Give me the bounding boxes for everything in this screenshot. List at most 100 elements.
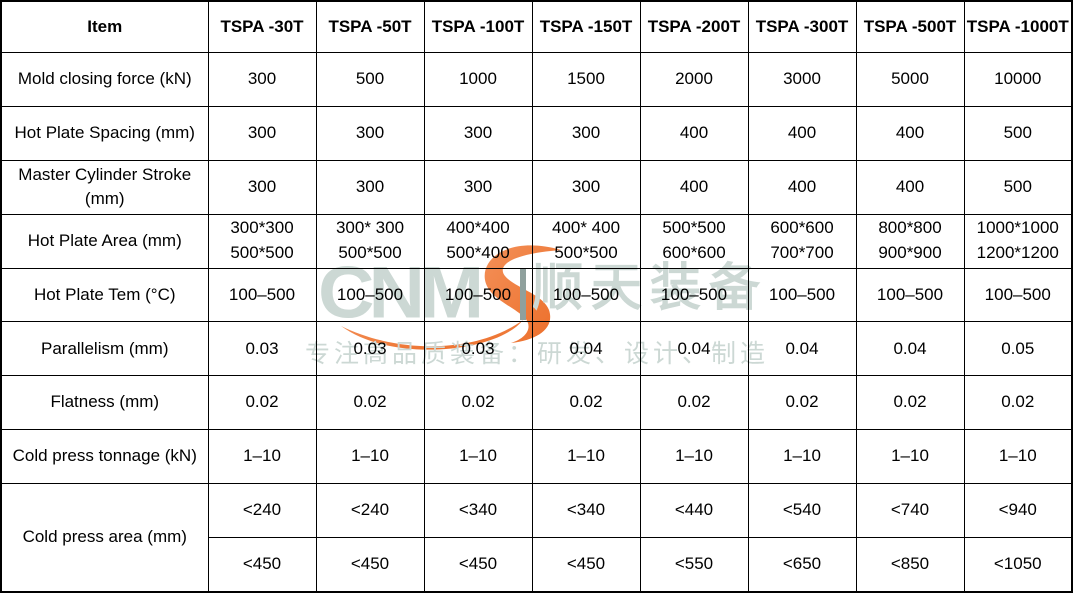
data-cell: 400*400 500*400 — [423, 213, 533, 269]
data-cell: 500 — [963, 159, 1073, 215]
table-row: Hot Plate Tem (°C) 100–500 100–500 100–500 1… — [0, 267, 1073, 323]
data-cell: 1–10 — [855, 429, 965, 485]
header-cell-model: TSPA -150T — [531, 0, 641, 53]
data-cell: <450 — [315, 537, 425, 593]
data-cell: 100–500 — [531, 267, 641, 323]
data-cell: 2000 — [639, 52, 749, 107]
data-cell: 100–500 — [207, 267, 317, 323]
header-cell-model: TSPA -500T — [855, 0, 965, 53]
data-cell: 300 — [207, 105, 317, 161]
header-cell-item: Item — [0, 0, 209, 53]
data-cell: 0.03 — [207, 321, 317, 377]
data-cell: <240 — [207, 483, 317, 539]
header-cell-model: TSPA -300T — [747, 0, 857, 53]
data-cell: 1–10 — [963, 429, 1073, 485]
data-cell: 300 — [315, 105, 425, 161]
row-label: Hot Plate Spacing (mm) — [0, 105, 209, 161]
data-cell: 400 — [639, 105, 749, 161]
data-cell: 0.02 — [639, 375, 749, 431]
data-cell: 500 — [315, 52, 425, 107]
data-cell: <550 — [639, 537, 749, 593]
table-row: Hot Plate Spacing (mm) 300 300 300 300 400 400… — [0, 105, 1073, 161]
data-cell: 400* 400 500*500 — [531, 213, 641, 269]
data-cell: 300 — [531, 105, 641, 161]
data-cell: 100–500 — [315, 267, 425, 323]
data-cell: 100–500 — [963, 267, 1073, 323]
row-label: Cold press tonnage (kN) — [0, 429, 209, 485]
header-cell-model: TSPA -200T — [639, 0, 749, 53]
data-cell: 400 — [747, 105, 857, 161]
data-cell: 0.02 — [747, 375, 857, 431]
row-label: Cold press area (mm) — [0, 483, 209, 593]
data-cell: 300 — [423, 159, 533, 215]
data-cell: 400 — [639, 159, 749, 215]
data-cell: 0.04 — [747, 321, 857, 377]
row-label: Hot Plate Area (mm) — [0, 213, 209, 269]
spec-table-body: Mold closing force (kN) 300 500 1000 1500 200… — [0, 52, 1073, 593]
data-cell: 1–10 — [747, 429, 857, 485]
data-cell: 400 — [855, 105, 965, 161]
data-cell: 300 — [423, 105, 533, 161]
table-row: Flatness (mm) 0.02 0.02 0.02 0.02 0.02 0.02 0.0… — [0, 375, 1073, 431]
data-cell: 400 — [747, 159, 857, 215]
data-cell: <450 — [531, 537, 641, 593]
data-cell: 1500 — [531, 52, 641, 107]
table-row: Cold press tonnage (kN) 1–10 1–10 1–10 1–10 1… — [0, 429, 1073, 485]
data-cell: 1000*1000 1200*1200 — [963, 213, 1073, 269]
data-cell: <450 — [207, 537, 317, 593]
data-cell: 1000 — [423, 52, 533, 107]
data-cell: <540 — [747, 483, 857, 539]
data-cell: <440 — [639, 483, 749, 539]
data-cell: 1–10 — [531, 429, 641, 485]
data-cell: 5000 — [855, 52, 965, 107]
data-cell: 100–500 — [423, 267, 533, 323]
data-cell: <1050 — [963, 537, 1073, 593]
data-cell: 1–10 — [315, 429, 425, 485]
data-cell: 0.04 — [531, 321, 641, 377]
data-cell: 600*600 700*700 — [747, 213, 857, 269]
data-cell: 100–500 — [747, 267, 857, 323]
data-cell: <650 — [747, 537, 857, 593]
row-label: Hot Plate Tem (°C) — [0, 267, 209, 323]
data-cell: <340 — [423, 483, 533, 539]
data-cell: 0.03 — [315, 321, 425, 377]
row-label: Parallelism (mm) — [0, 321, 209, 377]
spec-table-header: Item TSPA -30T TSPA -50T TSPA -100T TSPA -15… — [0, 0, 1073, 53]
data-cell: 400 — [855, 159, 965, 215]
data-cell: 500*500 600*600 — [639, 213, 749, 269]
header-row: Item TSPA -30T TSPA -50T TSPA -100T TSPA -15… — [0, 0, 1073, 53]
data-cell: <940 — [963, 483, 1073, 539]
data-cell: 300 — [207, 52, 317, 107]
header-cell-model: TSPA -50T — [315, 0, 425, 53]
table-row: Hot Plate Area (mm) 300*300 500*500 300* 3… — [0, 213, 1073, 269]
data-cell: 3000 — [747, 52, 857, 107]
data-cell: 0.04 — [639, 321, 749, 377]
data-cell: 100–500 — [639, 267, 749, 323]
table-row: Cold press area (mm) <240 <240 <340 <340 <440… — [0, 483, 1073, 593]
header-cell-model: TSPA -1000T — [963, 0, 1073, 53]
data-cell: 300 — [531, 159, 641, 215]
data-cell: 0.02 — [315, 375, 425, 431]
data-cell: <850 — [855, 537, 965, 593]
data-cell: 0.02 — [207, 375, 317, 431]
data-cell: 0.04 — [855, 321, 965, 377]
data-cell: 1–10 — [423, 429, 533, 485]
table-row: Parallelism (mm) 0.03 0.03 0.03 0.04 0.04 0.04… — [0, 321, 1073, 377]
header-cell-model: TSPA -30T — [207, 0, 317, 53]
data-cell: <450 — [423, 537, 533, 593]
row-label: Flatness (mm) — [0, 375, 209, 431]
data-cell: 0.03 — [423, 321, 533, 377]
data-cell: 300*300 500*500 — [207, 213, 317, 269]
data-cell: 10000 — [963, 52, 1073, 107]
data-cell: 500 — [963, 105, 1073, 161]
row-label: Master Cylinder Stroke (mm) — [0, 159, 209, 215]
data-cell: 100–500 — [855, 267, 965, 323]
data-cell: 300* 300 500*500 — [315, 213, 425, 269]
data-cell: 800*800 900*900 — [855, 213, 965, 269]
data-cell: 300 — [207, 159, 317, 215]
row-label: Mold closing force (kN) — [0, 52, 209, 107]
data-cell: 0.02 — [855, 375, 965, 431]
data-cell: 0.02 — [963, 375, 1073, 431]
data-cell: 0.02 — [423, 375, 533, 431]
data-cell: 0.05 — [963, 321, 1073, 377]
